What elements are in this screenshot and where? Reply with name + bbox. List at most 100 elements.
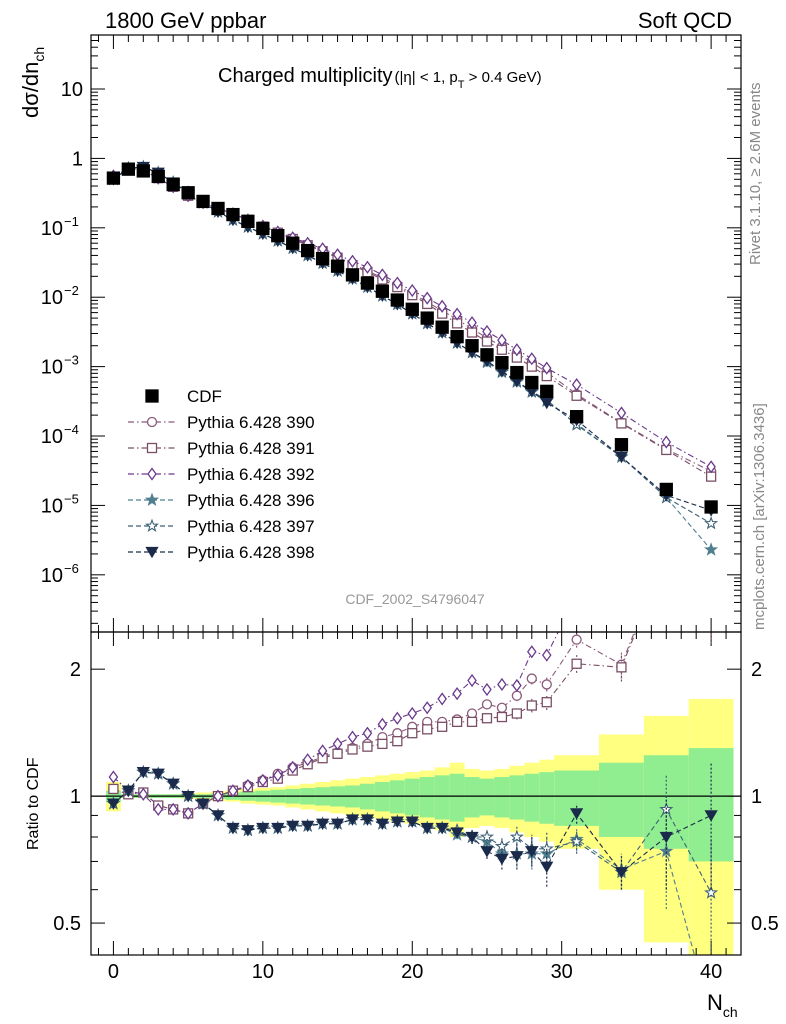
y-tick-label: 10 bbox=[41, 495, 63, 517]
ratio-y-tick-label-right: 1 bbox=[751, 786, 762, 808]
ratio-point bbox=[571, 658, 582, 669]
data-point bbox=[452, 307, 462, 321]
header-left: 1800 GeV ppbar bbox=[105, 8, 266, 33]
ratio-point bbox=[138, 787, 149, 801]
data-point bbox=[315, 251, 330, 266]
rivet-version-label: Rivet 3.1.10, ≥ 2.6M events bbox=[747, 83, 764, 266]
ratio-point bbox=[540, 861, 554, 874]
ratio-point bbox=[271, 822, 285, 835]
ratio-point bbox=[541, 697, 552, 708]
ratio-point bbox=[226, 822, 240, 835]
band-inner-bin bbox=[419, 777, 435, 818]
data-point bbox=[614, 451, 629, 464]
ratio-point bbox=[614, 867, 629, 879]
legend-entry-pythia-6-428-390: Pythia 6.428 390 bbox=[128, 413, 315, 432]
legend-label: Pythia 6.428 398 bbox=[187, 543, 315, 562]
ratio-point bbox=[617, 596, 625, 607]
data-point bbox=[271, 229, 285, 243]
data-point bbox=[362, 260, 373, 274]
ratio-point bbox=[405, 816, 419, 828]
legend-label: CDF bbox=[187, 387, 222, 406]
ratio-point bbox=[662, 552, 671, 561]
data-point bbox=[151, 169, 165, 184]
ratio-point bbox=[511, 708, 523, 719]
data-point bbox=[347, 254, 358, 268]
ratio-point bbox=[377, 738, 388, 750]
series-cdf bbox=[106, 162, 718, 514]
y-tick-label: 10 bbox=[41, 565, 63, 587]
x-tick-label: 10 bbox=[252, 961, 274, 983]
data-point bbox=[661, 435, 672, 449]
data-point bbox=[121, 162, 136, 176]
ratio-point bbox=[526, 673, 537, 684]
y-axis-label: dσ/dnch bbox=[18, 47, 47, 118]
ratio-point bbox=[256, 822, 270, 835]
x-axis-label: Nch bbox=[707, 990, 738, 1020]
y-tick-exponent: −1 bbox=[64, 214, 79, 229]
ratio-point bbox=[481, 699, 493, 710]
ratio-series-line bbox=[113, 771, 712, 873]
data-point bbox=[422, 291, 433, 305]
ratio-point bbox=[451, 716, 463, 728]
data-point bbox=[704, 542, 719, 556]
band-inner-bin bbox=[509, 775, 525, 820]
main-series bbox=[106, 159, 719, 556]
legend-marker bbox=[144, 518, 160, 532]
ratio-point bbox=[436, 721, 448, 732]
ratio-point bbox=[392, 711, 403, 725]
ratio-point bbox=[482, 682, 492, 697]
data-point bbox=[166, 177, 180, 192]
ratio-point bbox=[392, 736, 403, 747]
mcplots-label: mcplots.cern.ch [arXiv:1306.3436] bbox=[751, 403, 768, 630]
band-inner-bin bbox=[389, 780, 405, 814]
ratio-point bbox=[287, 760, 298, 774]
ratio-point bbox=[450, 827, 464, 839]
band-inner-bin bbox=[434, 775, 450, 820]
ratio-point bbox=[422, 724, 433, 735]
data-point bbox=[465, 339, 479, 353]
data-point bbox=[705, 471, 717, 482]
ratio-point bbox=[347, 730, 358, 744]
ratio-point bbox=[136, 766, 150, 779]
ratio-point bbox=[466, 708, 478, 719]
data-point bbox=[420, 311, 434, 325]
data-point bbox=[301, 243, 315, 258]
band-inner-bin bbox=[464, 777, 480, 818]
data-point bbox=[616, 418, 627, 429]
y-tick-exponent: −2 bbox=[64, 283, 79, 298]
data-point bbox=[510, 365, 524, 380]
ratio-y-axis-label: Ratio to CDF bbox=[25, 757, 42, 850]
data-point bbox=[541, 361, 552, 375]
ratio-point bbox=[196, 798, 210, 810]
data-point bbox=[226, 207, 240, 222]
data-point bbox=[525, 375, 539, 390]
y-tick-label: 1 bbox=[72, 148, 83, 170]
ratio-point bbox=[435, 822, 449, 835]
series-line bbox=[113, 168, 712, 478]
ratio-point bbox=[707, 573, 716, 582]
ratio-point bbox=[704, 810, 718, 822]
ratio-point bbox=[390, 816, 404, 828]
ratio-point bbox=[573, 589, 581, 600]
ratio-series bbox=[106, 552, 719, 955]
legend-entry-pythia-6-428-392: Pythia 6.428 392 bbox=[128, 465, 315, 484]
ratio-point bbox=[526, 700, 537, 711]
ratio-point bbox=[497, 677, 507, 692]
data-point bbox=[569, 410, 584, 424]
ratio-frame bbox=[90, 631, 742, 956]
ratio-point bbox=[345, 814, 360, 826]
legend-entry-cdf: CDF bbox=[145, 387, 222, 406]
data-point bbox=[704, 500, 718, 514]
ratio-point bbox=[183, 806, 193, 820]
legend-marker bbox=[145, 389, 159, 403]
ratio-point bbox=[570, 808, 584, 820]
data-point bbox=[390, 293, 404, 307]
data-point bbox=[571, 378, 582, 392]
legend-entry-pythia-6-428-391: Pythia 6.428 391 bbox=[128, 439, 315, 458]
ratio-point bbox=[479, 834, 495, 848]
y-tick-label: 10 bbox=[41, 357, 63, 379]
legend-marker bbox=[146, 442, 158, 454]
band-inner-bin bbox=[449, 773, 465, 822]
ratio-axes: 0.5 0.51 12 20 10 20 30 40 bbox=[53, 632, 779, 983]
ratio-point bbox=[511, 690, 523, 701]
